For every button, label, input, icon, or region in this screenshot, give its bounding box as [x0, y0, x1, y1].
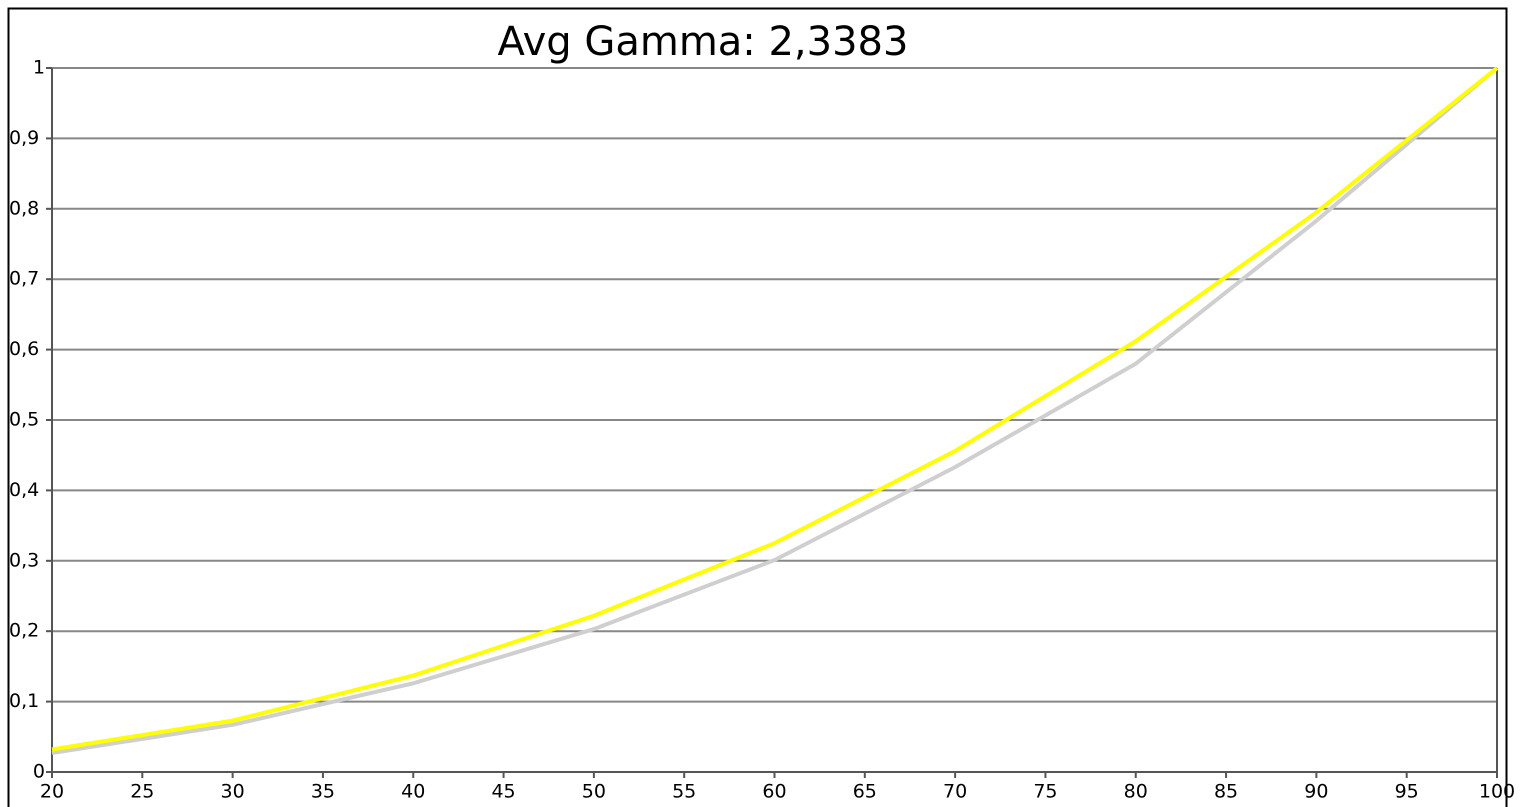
frame — [7, 7, 1508, 807]
y-tick-label: 0,2 — [9, 620, 39, 642]
x-tick-label: 55 — [672, 781, 696, 803]
x-tick-label: 80 — [1124, 781, 1148, 803]
x-tick-label: 65 — [853, 781, 877, 803]
x-tick-label: 100 — [1479, 781, 1515, 803]
y-tick-label: 0,8 — [9, 197, 39, 219]
y-tick-label: 0 — [33, 761, 45, 783]
x-tick-label: 60 — [762, 781, 786, 803]
y-tick-label: 1 — [33, 57, 45, 79]
x-tick-label: 90 — [1304, 781, 1328, 803]
x-tick-label: 20 — [40, 781, 64, 803]
y-tick-label: 0,5 — [9, 409, 39, 431]
series-line — [51, 66, 1499, 755]
x-tick-label: 85 — [1214, 781, 1238, 803]
x-tick-label: 35 — [311, 781, 335, 803]
x-tick-label: 25 — [130, 781, 154, 803]
x-tick-label: 70 — [943, 781, 967, 803]
y-tick-label: 0,6 — [9, 338, 39, 360]
y-tick-label: 0,3 — [9, 549, 39, 571]
x-tick-label: 45 — [491, 781, 515, 803]
x-tick-label: 50 — [582, 781, 606, 803]
chart-title: Avg Gamma: 2,3383 — [498, 19, 909, 65]
y-tick-label: 0,9 — [9, 127, 39, 149]
series-line — [51, 66, 1499, 752]
y-tick-label: 0,4 — [9, 479, 39, 501]
x-tick-label: 40 — [401, 781, 425, 803]
x-tick-label: 95 — [1395, 781, 1419, 803]
x-tick-label: 75 — [1033, 781, 1057, 803]
y-tick-label: 0,1 — [9, 690, 39, 712]
y-tick-label: 0,7 — [9, 268, 39, 290]
x-tick-label: 30 — [221, 781, 245, 803]
